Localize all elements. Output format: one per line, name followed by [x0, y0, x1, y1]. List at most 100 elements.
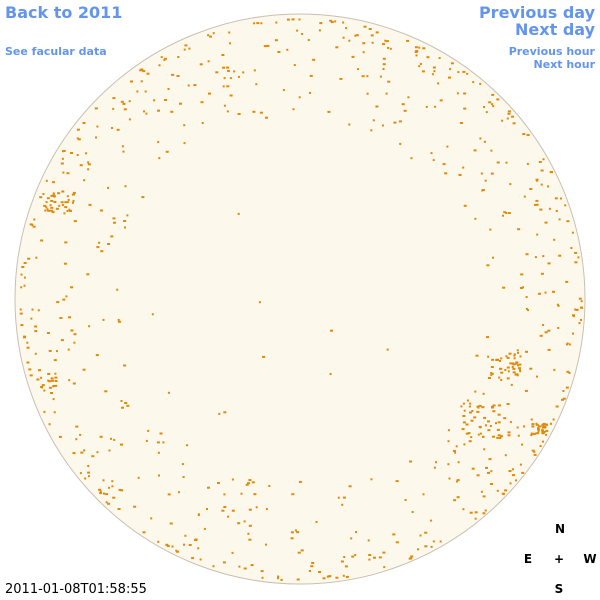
facula	[98, 488, 102, 491]
facula	[50, 194, 54, 197]
next-day-link[interactable]: Next day	[515, 20, 595, 39]
facula	[208, 92, 211, 95]
facula	[542, 423, 545, 426]
facula	[111, 480, 114, 483]
facula	[54, 372, 57, 375]
facula	[578, 297, 582, 300]
facula	[72, 382, 76, 385]
previous-hour-link[interactable]: Previous hour	[508, 45, 595, 58]
facula	[29, 223, 33, 226]
facula	[462, 70, 466, 73]
facula	[458, 174, 462, 176]
facula	[222, 66, 226, 69]
facula	[186, 444, 189, 447]
facula	[298, 18, 301, 21]
facula	[482, 435, 484, 438]
facula	[574, 308, 577, 311]
facula	[59, 317, 63, 319]
facula	[433, 466, 436, 469]
facula	[540, 272, 544, 275]
facula	[84, 477, 87, 480]
facula	[175, 549, 178, 552]
facula	[72, 191, 76, 194]
facula	[500, 371, 504, 374]
facula	[212, 32, 215, 35]
facula	[87, 465, 90, 467]
facula	[565, 386, 569, 389]
facula	[476, 405, 480, 408]
facula	[417, 548, 419, 551]
facula	[209, 35, 212, 38]
facula	[95, 136, 97, 139]
facula	[574, 251, 578, 254]
facula	[96, 246, 100, 249]
facula	[290, 531, 294, 534]
facula	[80, 451, 84, 454]
facula	[298, 96, 301, 99]
facula	[282, 89, 285, 91]
facula	[525, 296, 528, 298]
facula	[55, 207, 59, 210]
facula	[474, 517, 477, 520]
facula	[382, 551, 386, 554]
facula	[70, 286, 74, 289]
facula	[368, 28, 372, 30]
facula	[103, 492, 105, 495]
facula	[240, 492, 243, 495]
facula	[491, 358, 495, 361]
facula	[491, 93, 495, 96]
facula	[20, 273, 23, 276]
facula	[258, 301, 261, 304]
facula	[23, 262, 27, 264]
facula	[35, 256, 38, 259]
facula	[63, 212, 66, 215]
facula	[435, 461, 437, 464]
facular-link[interactable]: See facular data	[5, 45, 107, 58]
facula	[53, 359, 57, 362]
facula	[227, 69, 230, 72]
facula	[415, 50, 419, 52]
facula	[56, 350, 58, 353]
facula	[136, 90, 139, 93]
facula	[519, 369, 521, 372]
facula	[296, 578, 300, 581]
facula	[502, 286, 506, 289]
facula	[29, 374, 33, 377]
facula	[505, 161, 508, 164]
facula	[368, 554, 372, 556]
facula	[163, 57, 167, 60]
facula	[549, 171, 553, 173]
facula	[33, 218, 36, 221]
facula	[462, 402, 465, 405]
facula	[82, 122, 86, 124]
facula	[71, 193, 75, 196]
facula	[56, 301, 60, 304]
facula	[28, 368, 32, 371]
facula	[500, 357, 503, 360]
facula	[375, 105, 379, 108]
back-link[interactable]: Back to 2011	[5, 3, 123, 22]
facula	[43, 389, 46, 392]
facula	[395, 480, 399, 483]
facula	[75, 438, 78, 441]
facula	[386, 348, 389, 351]
facula	[60, 162, 64, 165]
facula	[520, 287, 523, 289]
facula	[140, 80, 143, 83]
next-hour-link[interactable]: Next hour	[533, 58, 596, 71]
facula	[375, 31, 379, 34]
compass-west: W	[583, 552, 597, 566]
facula	[577, 256, 580, 259]
facula	[26, 361, 30, 364]
previous-day-link[interactable]: Previous day	[478, 3, 595, 22]
facula	[179, 102, 182, 105]
facula	[107, 502, 111, 505]
facula	[395, 541, 399, 544]
facula	[286, 48, 289, 51]
facula	[42, 193, 45, 195]
facula	[578, 322, 581, 325]
facula	[482, 495, 486, 498]
facula	[455, 445, 458, 448]
facula	[147, 429, 150, 432]
facula	[361, 75, 365, 78]
